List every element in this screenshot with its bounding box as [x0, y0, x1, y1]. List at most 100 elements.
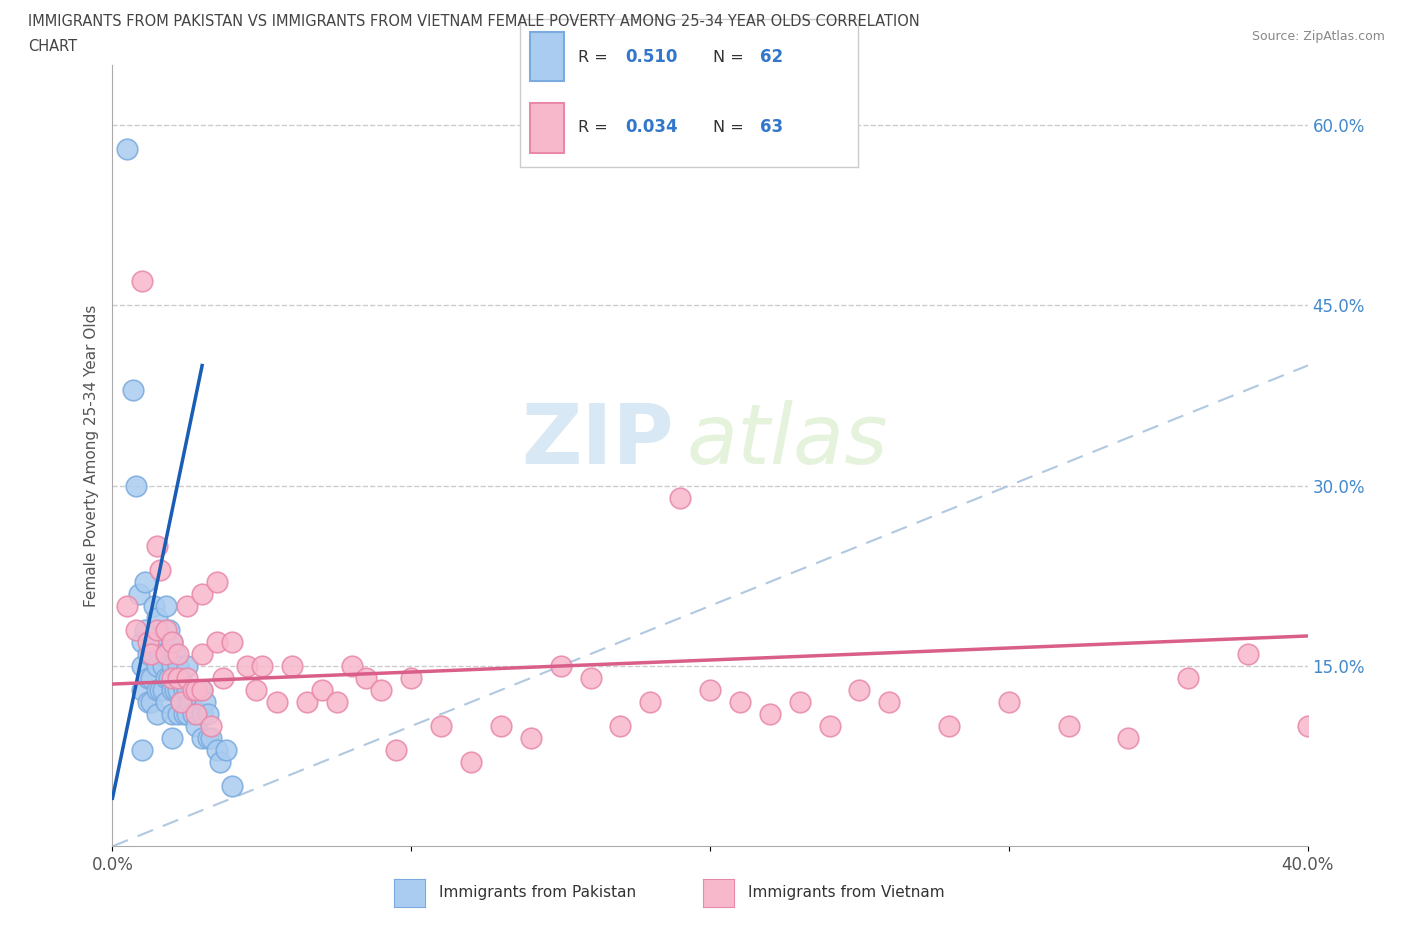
Point — [266, 695, 288, 710]
Point — [176, 671, 198, 685]
Point — [191, 646, 214, 661]
Point — [146, 707, 169, 722]
Point — [155, 622, 177, 637]
Text: CHART: CHART — [28, 39, 77, 54]
Point — [215, 743, 238, 758]
Point — [181, 707, 204, 722]
Point — [162, 731, 183, 746]
Point — [879, 695, 901, 710]
Point — [167, 707, 190, 722]
Point — [138, 671, 160, 685]
Point — [197, 707, 219, 722]
FancyBboxPatch shape — [530, 103, 564, 153]
Point — [340, 658, 363, 673]
Point — [200, 731, 222, 746]
Point — [176, 658, 198, 673]
Text: 0.510: 0.510 — [624, 48, 678, 66]
Text: R =: R = — [578, 120, 613, 135]
Point — [520, 731, 543, 746]
Point — [165, 646, 187, 661]
Point — [998, 695, 1021, 710]
Point — [155, 599, 177, 614]
Point — [117, 599, 139, 614]
Point — [122, 382, 145, 397]
Point — [143, 599, 166, 614]
Point — [759, 707, 782, 722]
Point — [131, 634, 153, 649]
Point — [117, 141, 139, 156]
Point — [669, 490, 692, 505]
Point — [728, 695, 751, 710]
Point — [173, 707, 195, 722]
Point — [176, 683, 198, 698]
Text: ZIP: ZIP — [522, 400, 675, 481]
Point — [209, 755, 232, 770]
Point — [125, 478, 148, 493]
Point — [131, 683, 153, 698]
Point — [152, 683, 174, 698]
Point — [146, 658, 169, 673]
Point — [281, 658, 304, 673]
Point — [191, 731, 214, 746]
Point — [167, 646, 190, 661]
Point — [162, 634, 183, 649]
Text: Source: ZipAtlas.com: Source: ZipAtlas.com — [1251, 30, 1385, 43]
Point — [221, 778, 243, 793]
Point — [146, 622, 169, 637]
Point — [155, 646, 177, 661]
Text: 63: 63 — [759, 118, 783, 136]
Point — [170, 695, 193, 710]
Text: N =: N = — [713, 50, 748, 65]
Point — [131, 274, 153, 289]
Point — [550, 658, 572, 673]
Point — [167, 683, 190, 698]
Point — [212, 671, 235, 685]
Point — [149, 683, 172, 698]
Point — [146, 634, 169, 649]
Point — [205, 743, 228, 758]
Y-axis label: Female Poverty Among 25-34 Year Olds: Female Poverty Among 25-34 Year Olds — [83, 304, 98, 607]
Point — [370, 683, 392, 698]
Point — [134, 575, 156, 590]
Point — [157, 671, 180, 685]
Point — [167, 658, 190, 673]
Point — [221, 634, 243, 649]
Point — [1177, 671, 1199, 685]
Point — [155, 695, 177, 710]
Point — [146, 683, 169, 698]
Point — [205, 575, 228, 590]
Point — [1057, 719, 1080, 734]
Point — [430, 719, 453, 734]
Point — [131, 658, 153, 673]
Text: R =: R = — [578, 50, 613, 65]
Point — [162, 658, 183, 673]
Point — [1296, 719, 1319, 734]
Point — [295, 695, 318, 710]
Point — [141, 671, 163, 685]
Point — [179, 695, 201, 710]
Text: Immigrants from Vietnam: Immigrants from Vietnam — [748, 885, 945, 900]
Point — [186, 707, 208, 722]
Point — [385, 743, 408, 758]
Point — [149, 563, 172, 578]
Point — [699, 683, 721, 698]
Point — [311, 683, 333, 698]
Point — [789, 695, 811, 710]
Point — [609, 719, 631, 734]
Point — [146, 610, 169, 625]
Point — [138, 634, 160, 649]
FancyBboxPatch shape — [530, 32, 564, 81]
Point — [162, 707, 183, 722]
Text: atlas: atlas — [686, 400, 887, 481]
Point — [191, 683, 214, 698]
Point — [205, 634, 228, 649]
Text: 62: 62 — [759, 48, 783, 66]
Point — [489, 719, 512, 734]
Point — [401, 671, 423, 685]
Point — [250, 658, 273, 673]
Text: Immigrants from Pakistan: Immigrants from Pakistan — [439, 885, 636, 900]
Point — [200, 719, 222, 734]
Text: 0.034: 0.034 — [624, 118, 678, 136]
Point — [128, 587, 150, 602]
Point — [146, 538, 169, 553]
